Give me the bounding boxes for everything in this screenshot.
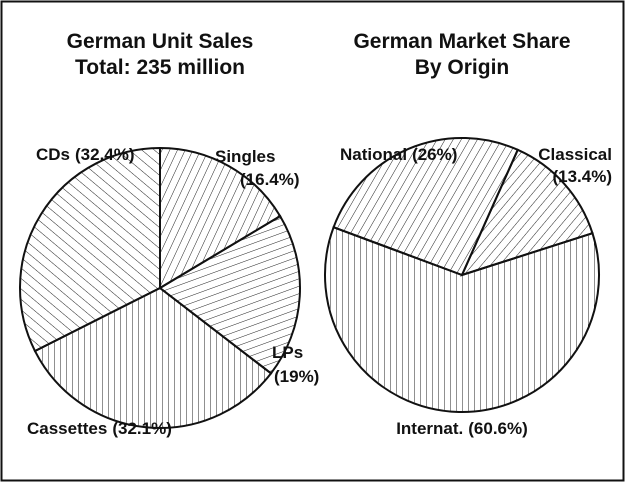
pie-slice — [324, 225, 600, 413]
slice-value: (16.4%) — [240, 170, 300, 189]
chart-subtitle: By Origin — [415, 56, 510, 79]
slice-label: CDs (32.4%) — [36, 145, 135, 164]
slice-value: (19%) — [274, 367, 319, 386]
pie-slice — [158, 214, 301, 375]
pie-slice — [33, 286, 273, 429]
pie-slice — [19, 146, 161, 353]
slice-value: (32.1%) — [112, 419, 172, 438]
slice-name: CDs — [36, 145, 70, 164]
slice-name: Classical — [538, 145, 612, 164]
pie-slice — [460, 148, 594, 277]
slice-name: Cassettes — [27, 419, 107, 438]
slice-label: National (26%) — [340, 145, 457, 164]
slice-name: Internat. — [396, 419, 463, 438]
slice-value: (26%) — [412, 145, 457, 164]
chart-title: German Market Share — [353, 30, 570, 53]
pie-slice — [332, 137, 520, 277]
slice-value: (60.6%) — [468, 419, 528, 438]
slice-value: (13.4%) — [552, 167, 612, 186]
slice-value: (32.4%) — [75, 145, 135, 164]
slice-name: National — [340, 145, 407, 164]
chart-title: German Unit Sales — [67, 30, 254, 53]
pie-slice — [159, 146, 282, 290]
slice-label: Cassettes (32.1%) — [27, 419, 172, 438]
slice-name: Singles — [215, 147, 275, 166]
slice-name: LPs — [272, 343, 303, 362]
slice-label: Internat. (60.6%) — [396, 419, 528, 438]
chart-subtitle: Total: 235 million — [75, 56, 245, 79]
